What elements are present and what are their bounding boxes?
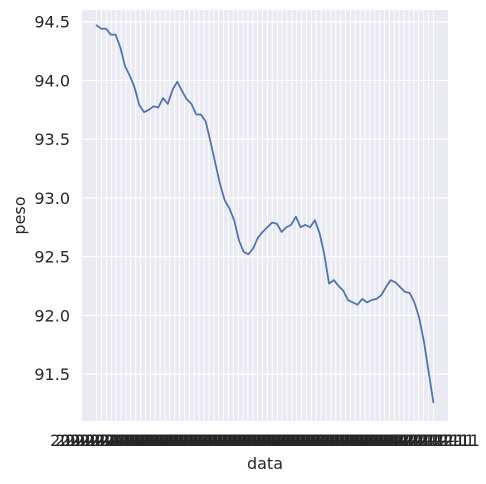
x-tick-label: 2022-12-11	[65, 431, 158, 450]
x-tick-label: 2022-12-11	[245, 431, 338, 450]
x-axis-label: data	[247, 454, 283, 473]
x-tick-label: 2022-12-11	[128, 431, 221, 450]
x-tick-label: 2022-12-11	[148, 431, 241, 450]
series-line	[95, 24, 435, 404]
x-tick-label: 2022-12-11	[162, 431, 255, 450]
x-tick-label: 2022-12-11	[206, 431, 299, 450]
y-tick-label: 92.5	[34, 248, 70, 267]
x-tick-label: 2022-12-11	[348, 431, 441, 450]
x-tick-label: 2022-12-11	[99, 431, 192, 450]
x-tick-label: 2022-12-11	[255, 431, 348, 450]
x-tick-label: 2022-12-11	[177, 431, 270, 450]
x-tick-labels: 2022-12-112022-12-112022-12-112022-12-11…	[50, 431, 480, 450]
x-tick-label: 2022-12-11	[309, 431, 402, 450]
y-tick-label: 94.0	[34, 71, 70, 90]
x-tick-label: 2022-12-11	[294, 431, 387, 450]
x-tick-label: 2022-12-11	[289, 431, 382, 450]
x-tick-label: 2022-12-11	[382, 431, 475, 450]
x-tick-label: 2022-12-11	[240, 431, 333, 450]
x-tick-label: 2022-12-11	[250, 431, 343, 450]
x-tick-label: 2022-12-11	[343, 431, 436, 450]
y-tick-labels: 91.5 92.0 92.5 93.0 93.5 94.0 94.5	[34, 13, 70, 384]
x-tick-label: 2022-12-11	[284, 431, 377, 450]
x-tick-label: 2022-12-11	[133, 431, 226, 450]
x-tick-label: 2022-12-11	[153, 431, 246, 450]
x-tick-label: 2022-12-11	[353, 431, 446, 450]
x-tick-label: 2022-12-11	[192, 431, 285, 450]
x-tick-label: 2022-12-11	[260, 431, 353, 450]
x-tick-label: 2022-12-11	[265, 431, 358, 450]
x-tick-label: 2022-12-11	[138, 431, 231, 450]
x-tick-label: 2022-12-11	[319, 431, 412, 450]
x-tick-label: 2022-12-11	[299, 431, 392, 450]
x-tick-label: 2022-12-11	[280, 431, 373, 450]
x-tick-label: 2022-12-11	[84, 431, 177, 450]
x-tick-label: 2022-12-11	[60, 431, 153, 450]
y-axis-label: peso	[10, 196, 29, 234]
y-tick-label: 92.0	[34, 306, 70, 325]
x-tick-label: 2022-12-11	[275, 431, 368, 450]
x-tick-label: 2022-12-11	[211, 431, 304, 450]
x-tick-label: 2022-12-11	[270, 431, 363, 450]
x-tick-label: 2022-12-11	[187, 431, 280, 450]
y-tick-label: 93.0	[34, 189, 70, 208]
x-tick-label: 2022-12-11	[104, 431, 197, 450]
x-tick-label: 2022-12-11	[314, 431, 407, 450]
x-tick-label: 2022-12-11	[221, 431, 314, 450]
x-tick-label: 2022-12-11	[50, 431, 143, 450]
y-tick-label: 93.5	[34, 130, 70, 149]
x-tick-label: 2022-12-11	[70, 431, 163, 450]
x-tick-label: 2022-12-11	[328, 431, 421, 450]
x-tick-label: 2022-12-11	[387, 431, 480, 450]
x-tick-label: 2022-12-11	[167, 431, 260, 450]
x-tick-label: 2022-12-11	[114, 431, 207, 450]
x-tick-label: 2022-12-11	[377, 431, 470, 450]
x-tick-label: 2022-12-11	[109, 431, 202, 450]
x-tick-label: 2022-12-11	[118, 431, 211, 450]
x-tick-label: 2022-12-11	[182, 431, 275, 450]
x-tick-label: 2022-12-11	[362, 431, 455, 450]
x-tick-label: 2022-12-11	[372, 431, 465, 450]
x-tick-label: 2022-12-11	[323, 431, 416, 450]
x-tick-label: 2022-12-11	[172, 431, 265, 450]
plot-background	[82, 10, 448, 421]
x-tick-label: 2022-12-11	[231, 431, 324, 450]
x-tick-label: 2022-12-11	[158, 431, 251, 450]
x-tick-label: 2022-12-11	[197, 431, 290, 450]
y-gridlines	[82, 21, 448, 375]
x-tick-label: 2022-12-11	[75, 431, 168, 450]
x-tick-label: 2022-12-11	[55, 431, 148, 450]
x-tick-label: 2022-12-11	[89, 431, 182, 450]
x-gridlines	[96, 10, 434, 421]
x-tick-label: 2022-12-11	[304, 431, 397, 450]
x-tick-label: 2022-12-11	[367, 431, 460, 450]
x-tick-label: 2022-12-11	[236, 431, 329, 450]
y-tick-label: 91.5	[34, 365, 70, 384]
x-tick-label: 2022-12-11	[123, 431, 216, 450]
x-tick-label: 2022-12-11	[143, 431, 236, 450]
x-tick-label: 2022-12-11	[94, 431, 187, 450]
x-tick-label: 2022-12-11	[338, 431, 431, 450]
y-tick-label: 94.5	[34, 13, 70, 32]
x-tick-label: 2022-12-11	[201, 431, 294, 450]
x-tick-label: 2022-12-11	[226, 431, 319, 450]
x-tick-label: 2022-12-11	[333, 431, 426, 450]
x-tick-label: 2022-12-11	[358, 431, 451, 450]
x-tick-label: 2022-12-11	[79, 431, 172, 450]
x-tick-label: 2022-12-11	[216, 431, 309, 450]
